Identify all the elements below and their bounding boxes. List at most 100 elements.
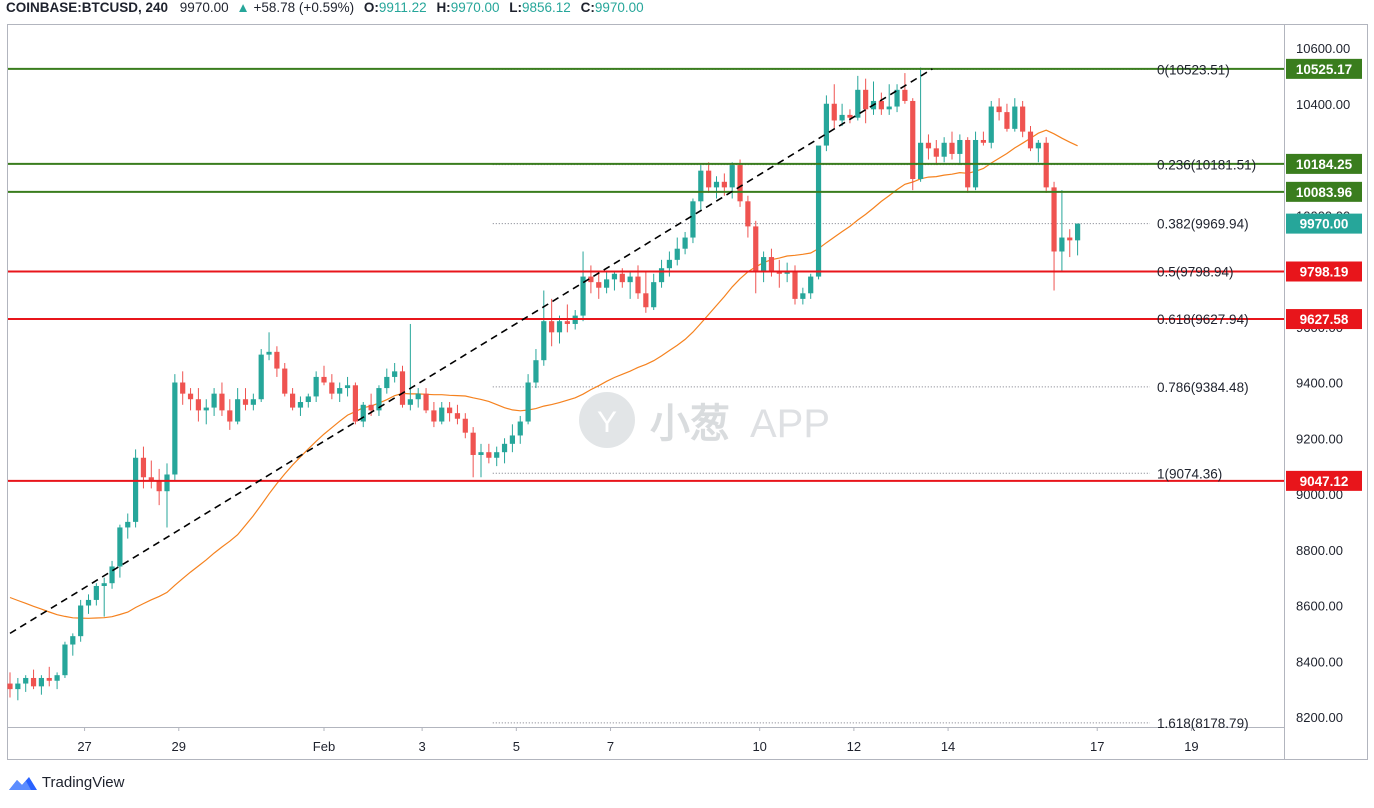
candle-body xyxy=(313,376,319,397)
candle-body xyxy=(423,393,429,411)
price-tag-box xyxy=(1286,58,1362,79)
moving-average xyxy=(9,129,1078,619)
price-tick-label: 8600.00 xyxy=(1296,599,1343,614)
candle-body xyxy=(203,407,209,411)
time-axis[interactable]: 27 29 Feb 3 5 7 10 12 14 17 19 xyxy=(77,727,1199,754)
candle-body xyxy=(666,259,672,269)
price-tick-label: 8400.00 xyxy=(1296,654,1343,669)
time-tick-label: 10 xyxy=(752,739,766,754)
candle-body xyxy=(352,385,358,422)
candle-body xyxy=(439,407,445,422)
candle-body xyxy=(1059,237,1065,252)
candle-body xyxy=(282,368,288,394)
candle-body xyxy=(925,142,932,149)
candle-body xyxy=(604,279,610,288)
price-tag-label: 9047.12 xyxy=(1300,474,1349,489)
candle-body xyxy=(78,605,84,637)
candle-body xyxy=(501,443,508,453)
fib-label: 0.236(10181.51) xyxy=(1157,158,1256,173)
candle-body xyxy=(721,181,727,188)
price-tick-label: 10400.00 xyxy=(1296,97,1350,112)
candle-body xyxy=(266,351,272,355)
fib-retracement-lines[interactable] xyxy=(492,68,1150,724)
candle-body xyxy=(627,276,633,283)
candle-body xyxy=(643,293,649,308)
price-tag-label: 9970.00 xyxy=(1300,217,1349,232)
price-tag-label: 10525.17 xyxy=(1296,62,1352,77)
watermark-text-cn: 小葱 xyxy=(650,402,730,446)
price-tag-box xyxy=(1286,213,1362,234)
candle-body xyxy=(737,165,743,202)
price-tag-label: 10184.25 xyxy=(1296,157,1353,172)
trendline[interactable] xyxy=(9,68,933,635)
price-axis[interactable]: 8200.008400.008600.008800.009000.009200.… xyxy=(1296,41,1350,725)
time-tick-label: 29 xyxy=(172,739,186,754)
candle-body xyxy=(38,677,44,687)
fib-label: 0.5(9798.94) xyxy=(1157,264,1234,279)
candle-body xyxy=(462,418,468,433)
candle-body xyxy=(902,89,908,101)
candle-body xyxy=(195,399,201,411)
time-tick-label: 14 xyxy=(941,739,955,754)
horizontal-levels[interactable] xyxy=(8,67,1284,482)
tradingview-footer[interactable]: TradingView xyxy=(8,774,124,792)
price-tick-label: 10600.00 xyxy=(1296,41,1350,56)
candle-body xyxy=(596,282,602,288)
price-tick-label: 8200.00 xyxy=(1296,710,1343,725)
price-tick-label: 9200.00 xyxy=(1296,431,1343,446)
candle-body xyxy=(941,142,947,157)
candle-body xyxy=(651,282,657,308)
fib-labels: 0(10523.51) 0.236(10181.51) 0.382(9969.94)… xyxy=(1157,62,1256,731)
candle-body xyxy=(541,321,547,361)
candle-body xyxy=(800,293,806,299)
candle-body xyxy=(415,393,421,400)
high-label: H: xyxy=(436,0,451,15)
candle-body xyxy=(187,393,194,400)
tradingview-brand: TradingView xyxy=(41,774,125,791)
candle-body xyxy=(839,114,845,121)
candle-body xyxy=(337,388,343,394)
candle-body xyxy=(360,404,366,422)
candle-body xyxy=(815,145,822,277)
candle-body xyxy=(470,432,476,455)
time-tick-label: 7 xyxy=(607,739,614,754)
candle-body xyxy=(588,276,594,283)
time-tick-label: 3 xyxy=(419,739,426,754)
candle-body xyxy=(344,385,351,389)
fib-label: 0.382(9969.94) xyxy=(1157,217,1249,232)
candle-body xyxy=(564,321,570,324)
candle-body xyxy=(957,139,963,154)
candle-body xyxy=(62,644,68,676)
candle-body xyxy=(1067,237,1073,241)
candle-body xyxy=(996,106,1002,113)
candle-body xyxy=(23,677,29,684)
candle-body xyxy=(140,457,147,478)
candle-body xyxy=(321,376,327,383)
price-tag-box xyxy=(1286,181,1362,202)
candle-body xyxy=(431,410,437,422)
price-tag-box xyxy=(1286,309,1362,330)
candle-body xyxy=(863,89,869,110)
price-tag-label: 9627.58 xyxy=(1300,312,1349,327)
candle-body xyxy=(713,181,720,188)
price-tick-label: 8800.00 xyxy=(1296,543,1343,558)
candle-body xyxy=(1051,187,1057,252)
candle-body xyxy=(1004,112,1010,129)
candle-body xyxy=(46,677,52,681)
low-value: 9856.12 xyxy=(522,0,571,15)
candle-body xyxy=(980,139,986,143)
symbol-label[interactable]: COINBASE:BTCUSD, 240 xyxy=(6,0,169,15)
price-tag-box xyxy=(1286,261,1362,282)
candle-body xyxy=(164,474,170,492)
candle-body xyxy=(658,268,665,283)
candle-body xyxy=(54,675,60,681)
candle-body xyxy=(729,165,735,188)
price-tag-label: 10083.96 xyxy=(1296,185,1353,200)
candle-body xyxy=(768,257,775,271)
candle-body xyxy=(509,435,515,444)
candle-body xyxy=(392,371,398,377)
candle-body xyxy=(211,393,217,408)
candle-body xyxy=(407,399,413,405)
time-tick-label: 17 xyxy=(1090,739,1104,754)
